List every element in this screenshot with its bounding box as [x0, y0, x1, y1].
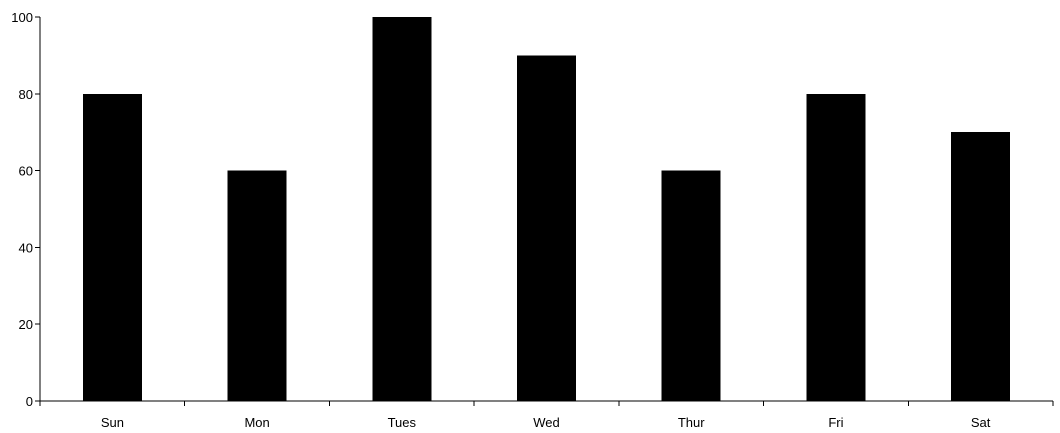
y-tick-label: 0 — [26, 394, 33, 409]
bar-fri — [806, 93, 866, 402]
bar-mon — [227, 170, 287, 401]
bar-thur — [661, 170, 721, 401]
x-category-label: Mon — [244, 415, 269, 430]
x-category-label: Sat — [971, 415, 991, 430]
y-tick-label: 80 — [19, 87, 33, 102]
bar-wed — [517, 55, 576, 402]
bar-tues — [372, 17, 432, 401]
x-category-label: Wed — [533, 415, 560, 430]
y-tick-label: 20 — [19, 317, 33, 332]
y-ticks: 0 20 40 60 80 100 — [11, 10, 40, 409]
y-tick-label: 100 — [11, 10, 33, 25]
x-category-label: Fri — [828, 415, 843, 430]
x-category-label: Tues — [388, 415, 417, 430]
y-tick-label: 40 — [19, 240, 33, 255]
bars-layer — [82, 17, 1011, 402]
x-category-label: Sun — [101, 415, 124, 430]
y-tick-label: 60 — [19, 164, 33, 179]
bar-sat — [951, 132, 1011, 401]
bar-sun — [82, 93, 142, 402]
x-ticks: Sun Mon Tues Wed Thur Fri Sat — [39, 401, 1054, 430]
x-category-label: Thur — [678, 415, 705, 430]
